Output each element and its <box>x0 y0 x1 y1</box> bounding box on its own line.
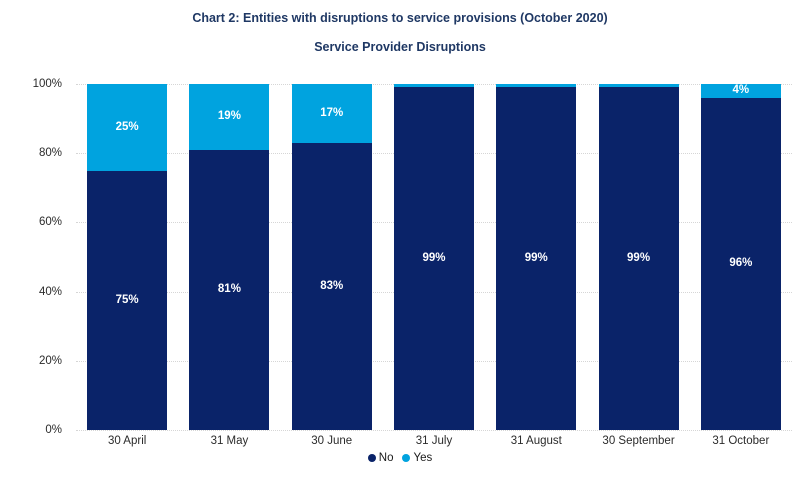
legend-dot-icon <box>367 454 376 462</box>
bar-slot-31-may: 19% 81% 31 May <box>178 84 280 447</box>
segment-no[interactable]: 99% <box>393 87 474 430</box>
y-tick-label: 100% <box>32 78 62 90</box>
segment-no[interactable]: 83% <box>291 142 372 430</box>
segment-value-label: 99% <box>422 251 446 264</box>
segment-no[interactable]: 99% <box>496 87 577 430</box>
bar-slot-31-october: 4% 96% 31 October <box>690 84 792 447</box>
x-axis-label: 30 June <box>311 435 353 447</box>
bar-stack[interactable]: 19% 81% <box>189 84 270 430</box>
y-tick-label: 20% <box>38 354 62 367</box>
y-tick-label: 60% <box>38 216 62 229</box>
segment-value-label: 99% <box>524 251 548 264</box>
segment-yes[interactable]: 19% <box>189 84 270 150</box>
x-axis-label: 31 July <box>415 435 453 447</box>
bar-slot-31-august: 99% 31 August <box>485 84 587 447</box>
segment-value-label: 17% <box>320 106 344 119</box>
segment-no[interactable]: 75% <box>87 170 168 430</box>
bar-slot-30-april: 25% 75% 30 April <box>76 84 178 447</box>
bar-stack[interactable]: 99% <box>393 84 474 430</box>
segment-yes[interactable] <box>393 84 474 88</box>
legend-item-yes[interactable]: Yes <box>402 452 432 464</box>
bar-stack[interactable]: 99% <box>598 84 679 430</box>
x-axis-label: 31 May <box>210 435 249 447</box>
segment-yes[interactable]: 4% <box>700 84 781 98</box>
bar-slot-31-july: 99% 31 July <box>383 84 485 447</box>
x-axis-label: 31 August <box>510 435 562 447</box>
plot-area: 100% 80% 60% 40% 20% 0% 25% 75% 30 April 19% 81% 3… <box>33 78 792 447</box>
legend-item-no[interactable]: No <box>367 452 394 464</box>
x-axis-label: 30 April <box>107 435 147 447</box>
segment-no[interactable]: 96% <box>700 97 781 430</box>
chart-title: Chart 2: Entities with disruptions to se… <box>192 11 608 25</box>
gridline-0 <box>76 430 792 431</box>
y-tick-label: 40% <box>38 285 62 298</box>
segment-value-label: 83% <box>320 279 344 292</box>
legend-dot-icon <box>402 454 411 462</box>
y-tick-label: 80% <box>38 147 62 160</box>
bar-slot-30-june: 17% 83% 30 June <box>281 84 383 447</box>
segment-value-label: 4% <box>732 84 750 97</box>
segment-no[interactable]: 99% <box>598 87 679 430</box>
segment-yes[interactable]: 17% <box>291 84 372 143</box>
bar-stack[interactable]: 25% 75% <box>87 84 168 430</box>
segment-value-label: 96% <box>729 257 753 270</box>
bar-stack[interactable]: 99% <box>496 84 577 430</box>
segment-value-label: 19% <box>217 110 241 123</box>
x-axis-label: 30 September <box>602 435 675 447</box>
segment-yes[interactable] <box>496 84 577 88</box>
x-axis-label: 31 October <box>712 435 770 447</box>
segment-no[interactable]: 81% <box>189 149 270 430</box>
segment-yes[interactable] <box>598 84 679 88</box>
segment-value-label: 81% <box>217 283 241 296</box>
legend: No Yes <box>0 452 800 464</box>
y-tick-label: 0% <box>45 424 62 436</box>
legend-label: Yes <box>413 452 433 464</box>
legend-label: No <box>378 452 394 464</box>
bar-slot-30-september: 99% 30 September <box>587 84 689 447</box>
chart-subtitle: Service Provider Disruptions <box>314 40 486 54</box>
segment-value-label: 25% <box>115 120 139 133</box>
segment-yes[interactable]: 25% <box>87 84 168 171</box>
bar-stack[interactable]: 4% 96% <box>700 84 781 430</box>
bar-stack[interactable]: 17% 83% <box>291 84 372 430</box>
segment-value-label: 75% <box>115 293 139 306</box>
bar-series: 25% 75% 30 April 19% 81% 31 May 17% 83% 30 June 9… <box>76 84 792 447</box>
segment-value-label: 99% <box>627 251 651 264</box>
